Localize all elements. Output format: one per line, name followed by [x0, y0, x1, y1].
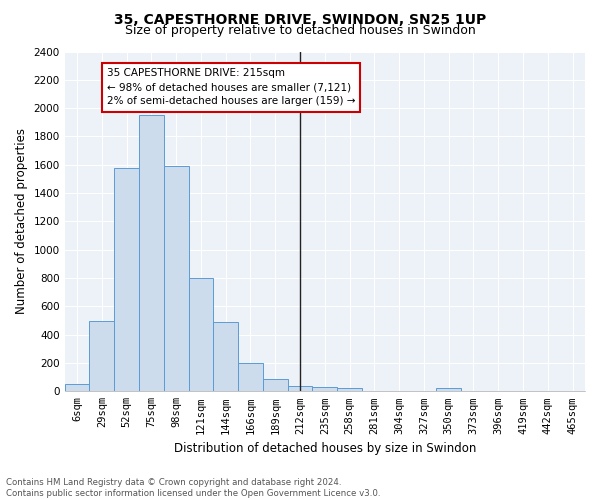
X-axis label: Distribution of detached houses by size in Swindon: Distribution of detached houses by size … — [173, 442, 476, 455]
Bar — [89, 320, 114, 392]
Bar — [313, 387, 337, 392]
Bar — [337, 388, 362, 392]
Text: 35 CAPESTHORNE DRIVE: 215sqm
← 98% of detached houses are smaller (7,121)
2% of : 35 CAPESTHORNE DRIVE: 215sqm ← 98% of de… — [107, 68, 355, 106]
Bar — [287, 386, 313, 392]
Bar — [238, 363, 263, 392]
Bar — [139, 115, 164, 392]
Bar — [114, 168, 139, 392]
Text: Contains HM Land Registry data © Crown copyright and database right 2024.
Contai: Contains HM Land Registry data © Crown c… — [6, 478, 380, 498]
Bar — [65, 384, 89, 392]
Bar — [436, 388, 461, 392]
Text: 35, CAPESTHORNE DRIVE, SWINDON, SN25 1UP: 35, CAPESTHORNE DRIVE, SWINDON, SN25 1UP — [114, 12, 486, 26]
Text: Size of property relative to detached houses in Swindon: Size of property relative to detached ho… — [125, 24, 475, 37]
Bar — [164, 166, 188, 392]
Bar — [263, 378, 287, 392]
Y-axis label: Number of detached properties: Number of detached properties — [15, 128, 28, 314]
Bar — [214, 322, 238, 392]
Bar — [188, 278, 214, 392]
